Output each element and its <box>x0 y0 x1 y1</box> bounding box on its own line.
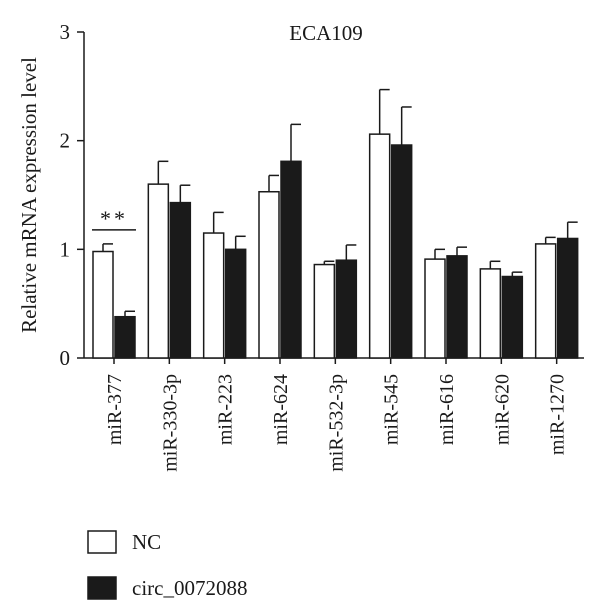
bar-nc <box>368 133 391 359</box>
bar-circ <box>280 160 302 359</box>
x-tick-label: miR-223 <box>215 374 237 445</box>
legend-label-circ: circ_0072088 <box>132 576 247 600</box>
legend-swatch-nc <box>87 530 117 554</box>
legend-swatch-circ <box>87 576 117 600</box>
x-tick-label: miR-1270 <box>547 374 569 455</box>
legend-label-nc: NC <box>132 530 161 554</box>
significance-label: ** <box>100 206 128 231</box>
x-tick-label: miR-377 <box>104 374 126 445</box>
bar-nc <box>202 232 225 359</box>
x-tick-label: miR-624 <box>270 374 292 445</box>
bar-circ <box>556 237 579 359</box>
bar-nc <box>479 268 502 359</box>
bar-nc <box>534 243 557 359</box>
chart-title: ECA109 <box>289 21 363 45</box>
y-tick-label: 0 <box>60 346 71 370</box>
bar-circ <box>169 201 192 359</box>
x-tick-label: miR-616 <box>436 374 458 445</box>
x-tick-label: miR-545 <box>381 374 403 445</box>
x-tick-label: miR-620 <box>491 374 513 445</box>
bar-nc <box>258 190 280 359</box>
bar-circ <box>390 144 413 359</box>
bar-nc <box>92 250 114 359</box>
y-axis-label: Relative mRNA expression level <box>17 57 41 333</box>
x-tick-label: miR-532-3p <box>325 374 347 472</box>
plot-area: 0 1 2 3 miR-377 miR-330-3p miR-223 miR-624 miR-5… <box>60 20 584 472</box>
bar-nc <box>147 183 170 359</box>
bar-circ <box>335 259 358 359</box>
bar-circ <box>224 248 247 359</box>
bar-circ <box>501 275 524 359</box>
y-tick-label: 1 <box>60 237 71 261</box>
y-tick-label: 2 <box>60 129 71 153</box>
legend: NC circ_0072088 <box>87 530 247 600</box>
bar-circ <box>114 315 136 359</box>
bar-circ <box>446 255 468 359</box>
bar-nc <box>313 263 336 359</box>
y-tick-label: 3 <box>60 20 71 44</box>
x-tick-label: miR-330-3p <box>159 374 181 472</box>
bar-nc <box>424 258 446 359</box>
